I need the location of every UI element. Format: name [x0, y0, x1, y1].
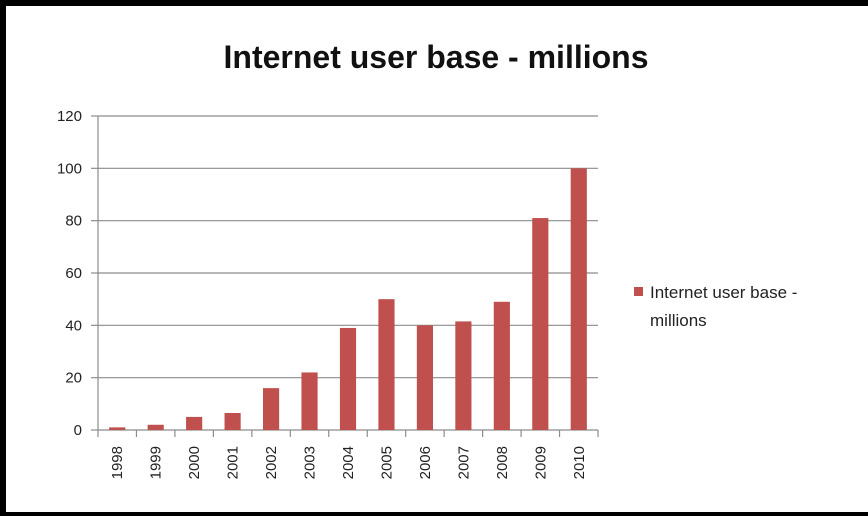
x-tick-label: 2010 — [571, 446, 588, 479]
y-tick-label: 100 — [57, 160, 82, 177]
x-tick-label: 2002 — [263, 446, 280, 479]
x-tick-label: 2005 — [378, 446, 395, 479]
y-tick-label: 40 — [65, 317, 82, 334]
bar-2006 — [416, 325, 433, 430]
bar-2010 — [570, 168, 587, 431]
bars — [109, 168, 587, 431]
bar-chart: Internet user base - millions 0 20 40 60 80 1… — [57, 39, 797, 479]
bar-2001 — [224, 412, 241, 430]
y-tick-label: 0 — [74, 422, 82, 439]
x-tick-label: 2007 — [455, 446, 472, 479]
chart-title: Internet user base - millions — [224, 39, 649, 75]
legend-label-line-2: millions — [650, 311, 707, 330]
bar-2002 — [263, 388, 280, 430]
bar-2004 — [339, 327, 357, 430]
bar-2007 — [455, 321, 472, 430]
bar-2003 — [301, 372, 318, 430]
legend: Internet user base - millions — [634, 283, 797, 330]
legend-swatch — [634, 287, 643, 296]
bar-2005 — [378, 299, 395, 430]
bar-2009 — [532, 218, 549, 430]
bar-1998 — [109, 427, 126, 430]
x-tick-label: 1998 — [109, 446, 126, 479]
bar-1999 — [147, 424, 164, 430]
x-tick-label: 2001 — [225, 446, 242, 479]
gridlines — [91, 115, 598, 431]
y-tick-labels: 0 20 40 60 80 100 120 — [57, 108, 82, 439]
y-tick-label: 80 — [65, 213, 82, 230]
x-tick-label: 2009 — [532, 446, 549, 479]
bar-2000 — [186, 416, 203, 430]
bar-2008 — [493, 301, 510, 430]
y-tick-label: 60 — [65, 265, 82, 282]
x-tick-label: 1999 — [148, 446, 165, 479]
x-tick-labels: 1998 1999 2000 2001 2002 2003 2004 2005 2006 2007… — [109, 446, 588, 479]
x-tick-label: 2000 — [186, 446, 203, 479]
y-tick-label: 20 — [65, 370, 82, 387]
y-tick-label: 120 — [57, 108, 82, 125]
x-tick-label: 2008 — [494, 446, 511, 479]
x-tick-label: 2006 — [417, 446, 434, 479]
x-tick-label: 2003 — [302, 446, 319, 479]
x-tick-label: 2004 — [340, 446, 357, 479]
legend-label-line-1: Internet user base - — [650, 283, 797, 302]
